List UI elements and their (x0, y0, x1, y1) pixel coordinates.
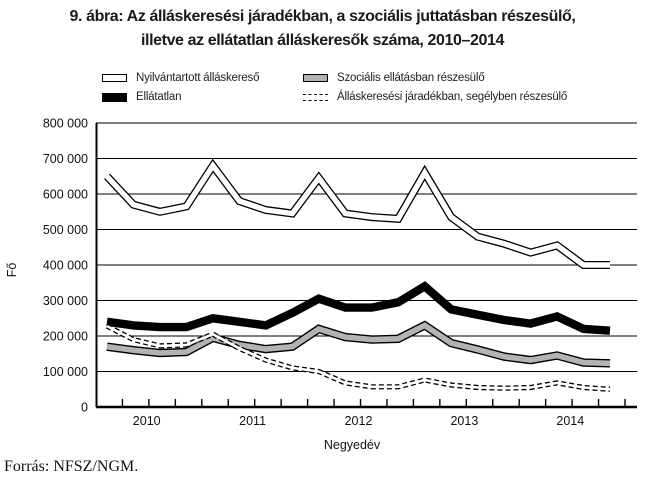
x-year-label: 2014 (556, 414, 584, 428)
legend-item-szocialis: Szociális ellátásban részesülő (303, 70, 485, 86)
legend-label-szocialis: Szociális ellátásban részesülő (337, 72, 485, 84)
legend-swatch-nyilvantartott (102, 74, 127, 82)
chart-title-line2: illetve az ellátatlan álláskeresők száma… (141, 32, 504, 49)
legend-item-ellatatlan: Ellátatlan (102, 89, 182, 105)
legend-item-jaradek: Álláskeresési járadékban, segélyben rész… (303, 89, 567, 105)
y-tick-label: 0 (81, 401, 88, 415)
y-tick-label: 200 000 (43, 330, 88, 344)
legend-swatch-szocialis (303, 74, 328, 82)
chart-title-line1: 9. ábra: Az álláskeresési járadékban, a … (69, 8, 576, 25)
legend-swatch-jaradek (303, 93, 328, 101)
y-tick-label: 400 000 (43, 259, 88, 273)
y-tick-label: 300 000 (43, 294, 88, 308)
y-tick-label: 700 000 (43, 152, 88, 166)
x-year-label: 2013 (450, 414, 478, 428)
line-chart: 0 100 000 200 000 300 000 400 000 500 000 600 … (5, 117, 637, 452)
legend-label-nyilvantartott: Nyilvántartott álláskereső (136, 72, 260, 84)
series-ellatatlan-line (106, 281, 611, 335)
y-tick-label: 800 000 (43, 117, 88, 131)
x-year-label: 2012 (345, 414, 373, 428)
series-jaradek-line-fill (106, 324, 611, 391)
legend-swatch-ellatatlan (102, 92, 127, 102)
series-szocialis-line-fill (106, 322, 611, 367)
chart-legend: Nyilvántartott álláskereső Szociális ellá… (0, 68, 645, 110)
y-tick-label: 500 000 (43, 223, 88, 237)
legend-label-jaradek: Álláskeresési járadékban, segélyben rész… (337, 91, 568, 103)
source-text: Forrás: NFSZ/NGM. (4, 458, 139, 475)
x-year-label: 2010 (133, 414, 161, 428)
legend-label-ellatatlan: Ellátatlan (136, 91, 182, 103)
x-axis-title: Negyedév (324, 438, 381, 452)
y-axis-title: Fő (5, 263, 19, 278)
y-tick-label: 100 000 (43, 365, 88, 379)
x-year-label: 2011 (239, 414, 266, 428)
series-nyilvantartott-line-fill (105, 160, 610, 268)
chart-title: 9. ábra: Az álláskeresési járadékban, a … (0, 5, 645, 53)
y-tick-label: 600 000 (43, 188, 88, 202)
legend-item-nyilvantartott: Nyilvántartott álláskereső (102, 70, 259, 86)
